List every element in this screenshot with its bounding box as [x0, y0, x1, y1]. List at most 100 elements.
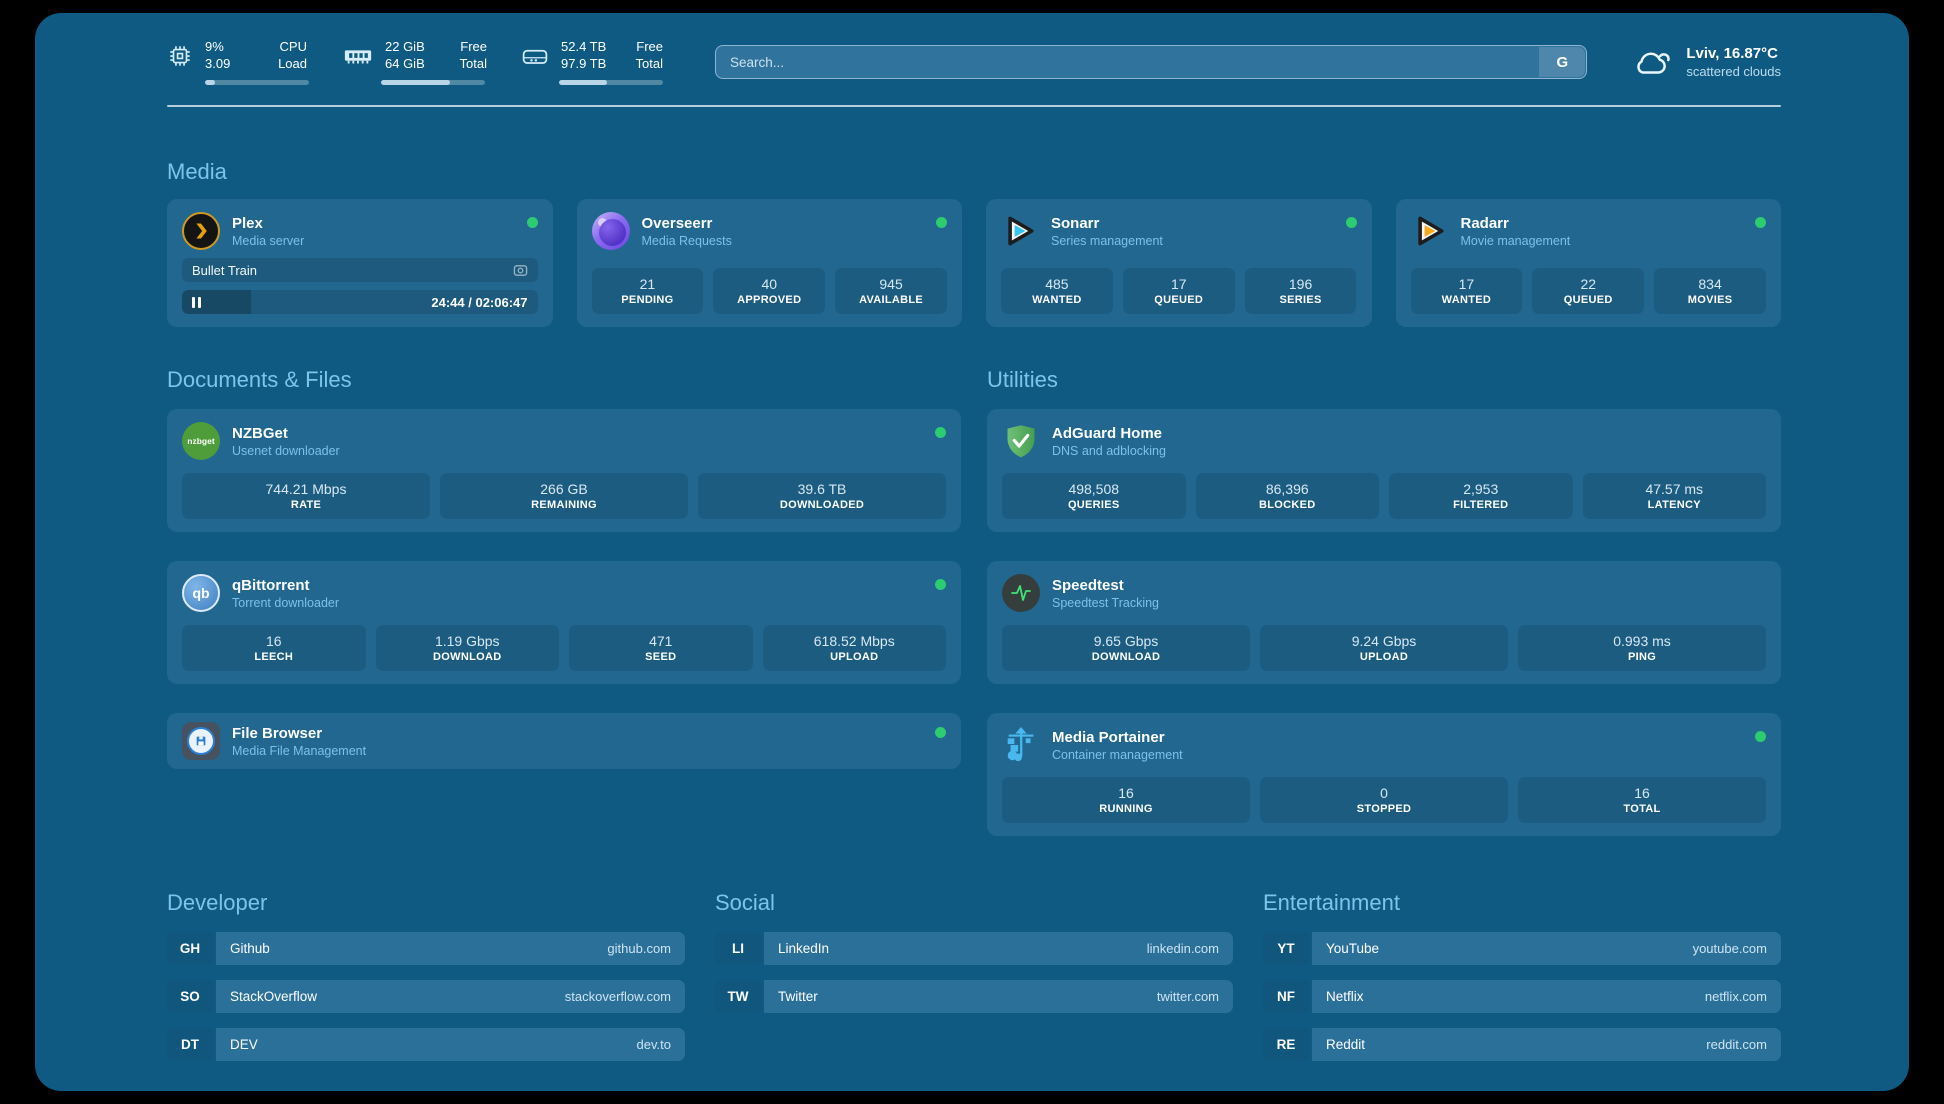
- qbittorrent-icon: qb: [182, 574, 220, 612]
- stat-leech: 16 LEECH: [182, 625, 366, 671]
- stat-running: 16 RUNNING: [1002, 777, 1250, 823]
- bookmark-name: YouTube: [1326, 941, 1380, 956]
- nzbget-icon: nzbget: [182, 422, 220, 460]
- search-engine-button[interactable]: G: [1539, 47, 1586, 77]
- app-card-overseerr[interactable]: Overseerr Media Requests 21 PENDING 40 APP…: [576, 199, 962, 327]
- app-card-nzbget[interactable]: nzbget NZBGet Usenet downloader 744.21 M…: [167, 409, 961, 532]
- app-subtitle: Movie management: [1460, 233, 1571, 248]
- stat-available: 945 AVAILABLE: [835, 268, 947, 314]
- dashboard: 9% 3.09 CPU Load: [35, 13, 1909, 1091]
- status-dot-online: [935, 579, 946, 590]
- disk-icon: [521, 43, 549, 69]
- weather-location-temp: Lviv, 16.87°C: [1686, 45, 1778, 62]
- bookmark-tag: DT: [167, 1028, 213, 1061]
- ram-icon: [343, 44, 373, 68]
- cpu-icon: [167, 43, 193, 69]
- filebrowser-icon: [182, 722, 220, 760]
- stat-download: 9.65 Gbps DOWNLOAD: [1002, 625, 1250, 671]
- status-dot-online: [526, 217, 538, 228]
- app-subtitle: Media Requests: [641, 233, 732, 248]
- bookmark-dev[interactable]: DT DEV dev.to: [167, 1028, 685, 1061]
- cpu-widget: 9% 3.09 CPU Load: [167, 39, 309, 85]
- pause-icon[interactable]: [192, 296, 201, 308]
- app-card-portainer[interactable]: Media Portainer Container management 16 R…: [987, 713, 1781, 836]
- storage-widget: 52.4 TB 97.9 TB Free Total: [521, 39, 663, 85]
- bookmark-netflix[interactable]: NF Netflix netflix.com: [1263, 980, 1781, 1013]
- stat-queued: 17 QUEUED: [1122, 268, 1235, 314]
- section-title-media: Media: [167, 159, 227, 184]
- cpu-usage-label: CPU: [279, 39, 307, 55]
- app-card-radarr[interactable]: Radarr Movie management 17 WANTED 22 QUEUE…: [1395, 199, 1781, 327]
- cpu-progress-bar: [205, 79, 309, 85]
- bookmark-name: Twitter: [778, 989, 818, 1004]
- bookmark-tag: TW: [715, 980, 761, 1013]
- section-title-entertainment: Entertainment: [1263, 890, 1400, 915]
- storage-progress-bar: [559, 79, 663, 85]
- app-name: Sonarr: [1051, 214, 1100, 232]
- storage-free-label: Free: [636, 39, 663, 55]
- cpu-usage-value: 9%: [205, 39, 224, 55]
- app-name: File Browser: [232, 724, 323, 742]
- app-card-filebrowser[interactable]: File Browser Media File Management: [167, 713, 961, 769]
- app-card-plex[interactable]: Plex Media server Bullet Train: [167, 199, 553, 327]
- radarr-icon: [1411, 212, 1449, 250]
- app-name: Overseerr: [641, 214, 713, 232]
- status-dot-online: [1755, 217, 1766, 228]
- playback-progress-bar[interactable]: 24:44 / 02:06:47: [182, 290, 538, 314]
- cpu-load-label: Load: [278, 56, 307, 71]
- section-title-social: Social: [715, 890, 775, 915]
- bookmark-tag: LI: [715, 932, 761, 965]
- bookmark-url: stackoverflow.com: [564, 989, 671, 1004]
- bookmark-tag: NF: [1263, 980, 1309, 1013]
- app-card-adguard[interactable]: AdGuard Home DNS and adblocking 498,508 Q…: [987, 409, 1781, 532]
- app-card-speedtest[interactable]: Speedtest Speedtest Tracking 9.65 Gbps DO…: [987, 561, 1781, 684]
- bookmark-github[interactable]: GH Github github.com: [167, 932, 685, 965]
- app-card-qbittorrent[interactable]: qb qBittorrent Torrent downloader 16 LEEC…: [167, 561, 961, 684]
- bookmark-tag: RE: [1263, 1028, 1309, 1061]
- bookmark-tag: SO: [167, 980, 213, 1013]
- header-divider: [167, 105, 1781, 107]
- memory-free-value: 22 GiB: [385, 39, 425, 55]
- search-input[interactable]: [716, 46, 1587, 78]
- top-bar: 9% 3.09 CPU Load: [167, 35, 1781, 89]
- cloud-icon: [1631, 46, 1673, 78]
- stat-queries: 498,508 QUERIES: [1002, 473, 1186, 519]
- section-documents-files: Documents & Files nzbget NZBGet Usenet d…: [167, 367, 961, 769]
- portainer-icon: [1002, 726, 1040, 764]
- bookmark-youtube[interactable]: YT YouTube youtube.com: [1263, 932, 1781, 965]
- speedtest-icon: [1002, 574, 1040, 612]
- app-subtitle: Media File Management: [232, 743, 367, 758]
- app-name: qBittorrent: [232, 576, 310, 594]
- system-stats: 9% 3.09 CPU Load: [167, 39, 663, 85]
- bookmark-name: Github: [230, 941, 270, 956]
- section-social: Social LI LinkedIn linkedin.com TW Twitt…: [715, 890, 1233, 1013]
- stat-remaining: 266 GB REMAINING: [440, 473, 688, 519]
- stat-approved: 40 APPROVED: [713, 268, 826, 314]
- bookmark-stackoverflow[interactable]: SO StackOverflow stackoverflow.com: [167, 980, 685, 1013]
- stat-pending: 21 PENDING: [591, 268, 704, 314]
- bookmark-name: Reddit: [1326, 1037, 1366, 1052]
- weather-widget: Lviv, 16.87°C scattered clouds: [1631, 45, 1781, 79]
- bookmark-linkedin[interactable]: LI LinkedIn linkedin.com: [715, 932, 1233, 965]
- bookmark-twitter[interactable]: TW Twitter twitter.com: [715, 980, 1233, 1013]
- now-playing-row: Bullet Train: [182, 258, 538, 282]
- stat-latency: 47.57 ms LATENCY: [1582, 473, 1766, 519]
- app-name: NZBGet: [232, 424, 288, 442]
- bookmark-url: reddit.com: [1706, 1037, 1767, 1052]
- bookmark-tag: YT: [1263, 932, 1309, 965]
- bookmark-url: twitter.com: [1156, 989, 1219, 1004]
- adguard-icon: [1002, 422, 1040, 460]
- bookmark-name: LinkedIn: [778, 941, 830, 956]
- section-entertainment: Entertainment YT YouTube youtube.com NF …: [1263, 890, 1781, 1061]
- app-subtitle: Usenet downloader: [232, 443, 340, 458]
- stat-ping: 0.993 ms PING: [1518, 625, 1766, 671]
- app-card-sonarr[interactable]: Sonarr Series management 485 WANTED 17 QUE…: [986, 199, 1372, 327]
- app-name: Speedtest: [1052, 576, 1124, 594]
- status-dot-online: [1345, 217, 1357, 228]
- stat-upload: 618.52 Mbps UPLOAD: [762, 625, 946, 671]
- bookmark-reddit[interactable]: RE Reddit reddit.com: [1263, 1028, 1781, 1061]
- app-subtitle: Torrent downloader: [232, 595, 340, 610]
- bookmark-name: StackOverflow: [230, 989, 318, 1004]
- playback-time: 24:44 / 02:06:47: [431, 294, 528, 310]
- app-name: Media Portainer: [1052, 728, 1165, 746]
